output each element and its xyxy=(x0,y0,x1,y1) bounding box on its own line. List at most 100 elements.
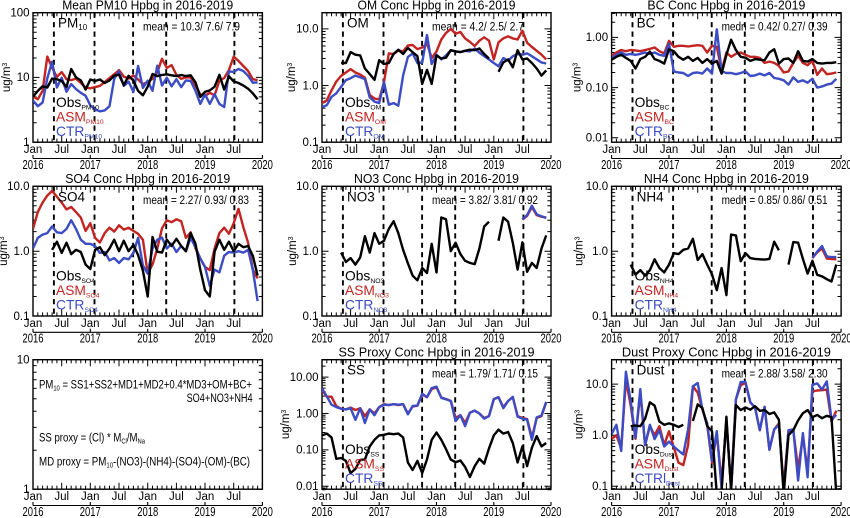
svg-text:10.0: 10.0 xyxy=(7,181,29,193)
svg-text:mean = 10.3/ 7.6/ 7.9: mean = 10.3/ 7.6/ 7.9 xyxy=(143,20,240,34)
svg-text:2019: 2019 xyxy=(773,332,794,346)
svg-text:10.0: 10.0 xyxy=(296,24,318,36)
svg-text:0.10: 0.10 xyxy=(296,445,318,457)
svg-text:10.0: 10.0 xyxy=(586,379,608,391)
svg-text:Jul: Jul xyxy=(690,318,705,330)
svg-text:Jul: Jul xyxy=(54,144,69,156)
svg-text:1.0: 1.0 xyxy=(303,80,319,92)
svg-text:2016: 2016 xyxy=(23,332,44,346)
svg-text:2020: 2020 xyxy=(252,505,273,518)
svg-text:Jul: Jul xyxy=(458,318,473,330)
svg-text:2020: 2020 xyxy=(831,505,850,518)
svg-text:Jul: Jul xyxy=(112,144,127,156)
svg-text:2017: 2017 xyxy=(659,505,680,518)
svg-text:Jan: Jan xyxy=(774,318,793,330)
svg-text:Jul: Jul xyxy=(54,491,69,503)
svg-text:Jul: Jul xyxy=(690,144,705,156)
svg-text:BC Conc Hpbg in 2016-2019: BC Conc Hpbg in 2016-2019 xyxy=(647,0,805,13)
svg-text:Jan: Jan xyxy=(602,318,621,330)
svg-text:Jul: Jul xyxy=(226,144,241,156)
svg-text:2020: 2020 xyxy=(541,332,562,346)
svg-text:1.0: 1.0 xyxy=(592,430,608,442)
svg-text:Jul: Jul xyxy=(805,144,820,156)
svg-text:Jan: Jan xyxy=(427,144,446,156)
svg-text:10.0: 10.0 xyxy=(296,181,318,193)
svg-text:Jul: Jul xyxy=(458,144,473,156)
svg-text:Jul: Jul xyxy=(343,491,358,503)
svg-text:0.10: 0.10 xyxy=(586,82,608,94)
svg-text:Jul: Jul xyxy=(515,144,530,156)
svg-text:Jul: Jul xyxy=(343,144,358,156)
svg-text:SS proxy = (Cl) * MCl/MNa: SS proxy = (Cl) * MCl/MNa xyxy=(39,433,145,446)
svg-text:Jan: Jan xyxy=(602,491,621,503)
svg-text:Jan: Jan xyxy=(81,491,100,503)
svg-text:1.0: 1.0 xyxy=(303,246,319,258)
svg-text:10: 10 xyxy=(17,72,30,84)
svg-text:SS: SS xyxy=(347,363,365,378)
svg-text:2017: 2017 xyxy=(80,505,101,518)
svg-text:Jan: Jan xyxy=(370,491,389,503)
svg-text:Jan: Jan xyxy=(717,491,736,503)
svg-text:ug/m3: ug/m3 xyxy=(572,63,584,93)
svg-text:Jan: Jan xyxy=(774,491,793,503)
svg-text:Jan: Jan xyxy=(427,491,446,503)
svg-text:Jul: Jul xyxy=(805,318,820,330)
svg-text:mean = 2.27/ 0.93/ 0.83: mean = 2.27/ 0.93/ 0.83 xyxy=(143,193,249,207)
svg-text:Jul: Jul xyxy=(748,318,763,330)
svg-text:Jul: Jul xyxy=(748,491,763,503)
svg-text:2016: 2016 xyxy=(23,158,44,172)
svg-text:Jan: Jan xyxy=(196,318,215,330)
svg-text:Jul: Jul xyxy=(343,318,358,330)
svg-text:medn = 0.42/ 0.27/ 0.39: medn = 0.42/ 0.27/ 0.39 xyxy=(722,20,828,34)
svg-text:Jan: Jan xyxy=(485,144,504,156)
svg-text:mean = 3.82/ 3.81/ 0.92: mean = 3.82/ 3.81/ 0.92 xyxy=(432,193,538,207)
svg-text:ug/m3: ug/m3 xyxy=(286,63,298,93)
svg-text:2020: 2020 xyxy=(541,505,562,518)
svg-text:2019: 2019 xyxy=(195,158,216,172)
svg-text:Jan: Jan xyxy=(138,144,157,156)
svg-text:Jan: Jan xyxy=(660,491,679,503)
svg-text:2018: 2018 xyxy=(426,332,447,346)
svg-text:2018: 2018 xyxy=(426,158,447,172)
svg-text:10.00: 10.00 xyxy=(290,372,319,384)
svg-text:Jul: Jul xyxy=(112,318,127,330)
svg-text:Jan: Jan xyxy=(774,144,793,156)
svg-text:0.1: 0.1 xyxy=(303,137,319,149)
svg-text:Jul: Jul xyxy=(515,491,530,503)
svg-text:2018: 2018 xyxy=(137,332,158,346)
svg-text:0.1: 0.1 xyxy=(303,311,319,323)
svg-text:2020: 2020 xyxy=(252,332,273,346)
svg-text:Jul: Jul xyxy=(226,491,241,503)
svg-text:10: 10 xyxy=(17,355,30,367)
svg-text:Jul: Jul xyxy=(226,318,241,330)
svg-text:Dust: Dust xyxy=(637,363,665,378)
svg-text:Jan: Jan xyxy=(485,491,504,503)
svg-text:mean = 4.2/ 2.5/ 2.7: mean = 4.2/ 2.5/ 2.7 xyxy=(432,20,524,34)
svg-text:Jan: Jan xyxy=(717,318,736,330)
svg-text:ug/m3: ug/m3 xyxy=(287,236,299,266)
svg-text:ug/m3: ug/m3 xyxy=(0,236,10,266)
svg-text:0.1: 0.1 xyxy=(592,311,608,323)
svg-text:2016: 2016 xyxy=(312,158,333,172)
svg-text:ASMBC: ASMBC xyxy=(635,109,674,126)
svg-text:Jan: Jan xyxy=(602,144,621,156)
svg-text:2016: 2016 xyxy=(601,505,622,518)
svg-text:1.00: 1.00 xyxy=(586,32,608,44)
svg-text:medn = 0.85/ 0.86/ 0.51: medn = 0.85/ 0.86/ 0.51 xyxy=(722,193,828,207)
svg-text:Jul: Jul xyxy=(633,144,648,156)
svg-text:2019: 2019 xyxy=(773,158,794,172)
svg-text:2020: 2020 xyxy=(541,158,562,172)
svg-text:Jul: Jul xyxy=(169,144,184,156)
svg-text:Jan: Jan xyxy=(717,144,736,156)
svg-text:Jul: Jul xyxy=(633,318,648,330)
svg-text:Jul: Jul xyxy=(401,144,416,156)
svg-text:Jul: Jul xyxy=(748,144,763,156)
svg-text:2017: 2017 xyxy=(659,158,680,172)
svg-text:ug/m3: ug/m3 xyxy=(574,236,586,266)
svg-text:2018: 2018 xyxy=(716,332,737,346)
svg-text:Jan: Jan xyxy=(138,491,157,503)
svg-text:0.1: 0.1 xyxy=(592,481,608,493)
svg-text:Jan: Jan xyxy=(24,318,43,330)
svg-text:Jan: Jan xyxy=(24,144,43,156)
svg-text:2020: 2020 xyxy=(252,158,273,172)
